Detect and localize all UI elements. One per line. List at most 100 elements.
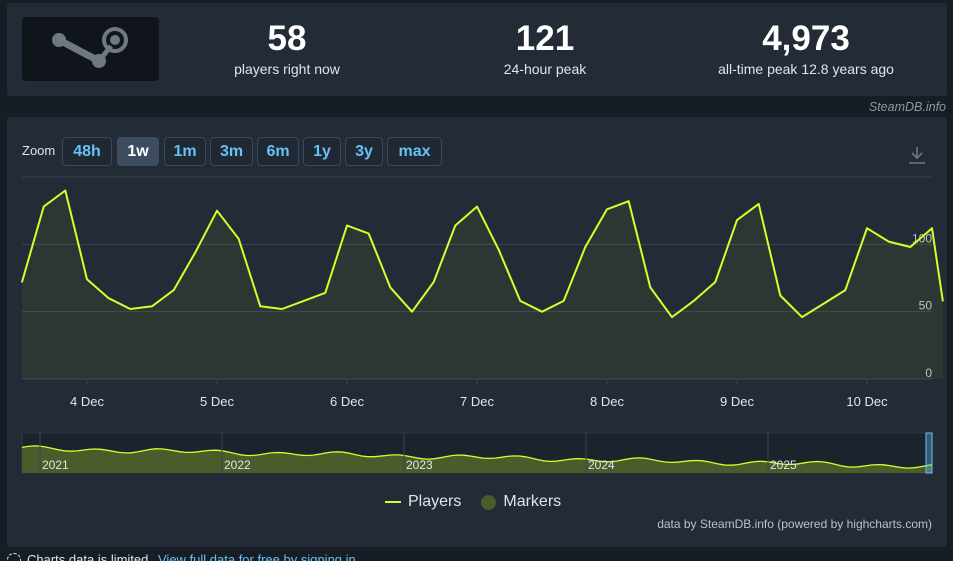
- x-tick-label: 9 Dec: [720, 394, 754, 409]
- legend-players[interactable]: Players: [385, 493, 461, 511]
- players-data-point: [627, 200, 630, 202]
- peak-24h-value: 121: [515, 19, 575, 58]
- players-data-point: [671, 316, 673, 318]
- players-area: [22, 190, 943, 379]
- zoom-48h-button[interactable]: 48h: [62, 137, 112, 166]
- current-players-label: players right now: [234, 61, 340, 77]
- players-data-point: [454, 224, 457, 227]
- players-data-point: [866, 227, 868, 229]
- player-stats-card: 58 players right now 121 24-hour peak 4,…: [7, 3, 947, 96]
- zoom-1y-button[interactable]: 1y: [303, 137, 341, 166]
- x-tick-label: 7 Dec: [460, 394, 494, 409]
- y-tick-label: 0: [925, 366, 932, 380]
- players-data-point: [346, 224, 348, 227]
- players-data-point: [432, 281, 435, 283]
- alltime-peak-stat: 4,973 all-time peak 12.8 years ago: [686, 3, 926, 77]
- zoom-6m-button[interactable]: 6m: [257, 137, 299, 166]
- players-data-point: [801, 316, 803, 318]
- navigator-year-label: 2023: [406, 458, 433, 472]
- highcharts-credit[interactable]: data by SteamDB.info (powered by highcha…: [657, 517, 932, 531]
- alltime-peak-label: all-time peak 12.8 years ago: [718, 61, 894, 77]
- players-data-point: [367, 232, 370, 235]
- game-logo[interactable]: [22, 17, 159, 81]
- players-data-point: [107, 297, 110, 299]
- navigator-area: [22, 445, 932, 473]
- markers-dot-swatch: [481, 494, 497, 510]
- zoom-1w-button[interactable]: 1w: [117, 137, 159, 166]
- navigator-series-line: [21, 445, 933, 469]
- charts-limited-text: Charts data is limited.: [27, 552, 152, 561]
- players-data-point: [649, 286, 652, 289]
- players-data-point: [887, 240, 890, 243]
- players-data-point: [194, 251, 197, 254]
- y-tick-label: 50: [919, 299, 933, 313]
- download-icon[interactable]: [907, 145, 927, 165]
- players-data-point: [562, 300, 565, 302]
- x-tick-label: 10 Dec: [846, 394, 888, 409]
- players-data-point: [151, 305, 153, 308]
- players-data-point: [736, 219, 738, 221]
- steam-logo-icon: [52, 27, 128, 68]
- players-data-point: [692, 300, 695, 302]
- players-series-line: [21, 189, 944, 319]
- charts-limited-note: Charts data is limited. View full data f…: [7, 552, 356, 561]
- player-chart-card: 0 50 100 4 Dec 5 Dec 6 Dec 7 Dec 8 Dec 9 Dec 10 D…: [7, 117, 947, 547]
- current-players-value: 58: [267, 19, 307, 58]
- players-data-point: [216, 209, 218, 212]
- steamdb-credit[interactable]: SteamDB.info: [868, 100, 946, 114]
- players-data-point: [541, 310, 543, 313]
- players-data-point: [411, 310, 413, 313]
- navigator-year-label: 2022: [224, 458, 251, 472]
- players-data-point: [86, 278, 88, 281]
- players-data-point: [324, 292, 327, 294]
- info-circle-icon: [7, 552, 21, 561]
- players-data-point: [302, 300, 305, 302]
- players-data-point: [942, 300, 944, 302]
- chart-legend: Players Markers: [385, 493, 561, 511]
- players-data-point: [172, 289, 175, 291]
- players-data-point: [476, 205, 478, 208]
- zoom-label: Zoom: [22, 143, 56, 158]
- peak-24h-stat: 121 24-hour peak: [425, 3, 665, 77]
- legend-players-label: Players: [408, 493, 462, 510]
- players-data-point: [519, 300, 522, 302]
- players-data-point: [822, 302, 825, 305]
- x-tick-label: 4 Dec: [70, 394, 104, 409]
- x-tick-label: 8 Dec: [590, 394, 624, 409]
- legend-markers-label: Markers: [503, 493, 562, 510]
- navigator-year-label: 2024: [588, 458, 615, 472]
- players-data-point: [237, 238, 240, 240]
- players-data-point: [129, 308, 132, 310]
- players-data-point: [64, 189, 67, 192]
- navigator-range-handle: [925, 432, 933, 474]
- sign-in-link[interactable]: View full data for free by signing in: [158, 552, 356, 561]
- zoom-3y-button[interactable]: 3y: [345, 137, 383, 166]
- players-data-point: [281, 308, 283, 310]
- current-players-stat: 58 players right now: [167, 3, 407, 77]
- alltime-peak-value: 4,973: [762, 19, 850, 58]
- zoom-3m-button[interactable]: 3m: [210, 137, 253, 166]
- players-data-point: [42, 205, 45, 208]
- x-tick-label: 6 Dec: [330, 394, 364, 409]
- x-tick-label: 5 Dec: [200, 394, 234, 409]
- players-data-point: [757, 203, 760, 205]
- players-data-point: [779, 294, 782, 297]
- players-data-point: [584, 246, 587, 248]
- players-data-point: [21, 281, 23, 283]
- players-data-point: [714, 281, 717, 283]
- players-data-point: [844, 289, 847, 291]
- navigator-year-label: 2021: [42, 458, 69, 472]
- players-data-point: [259, 305, 262, 308]
- zoom-1m-button[interactable]: 1m: [164, 137, 206, 166]
- legend-markers[interactable]: Markers: [481, 493, 561, 511]
- peak-24h-label: 24-hour peak: [503, 61, 587, 77]
- players-data-point: [931, 227, 933, 229]
- navigator-year-label: 2025: [770, 458, 797, 472]
- players-data-point: [909, 246, 912, 248]
- zoom-max-button[interactable]: max: [387, 137, 442, 166]
- players-line-swatch: [385, 501, 401, 503]
- players-data-point: [497, 248, 500, 251]
- players-data-point: [606, 208, 608, 211]
- players-data-point: [389, 286, 392, 289]
